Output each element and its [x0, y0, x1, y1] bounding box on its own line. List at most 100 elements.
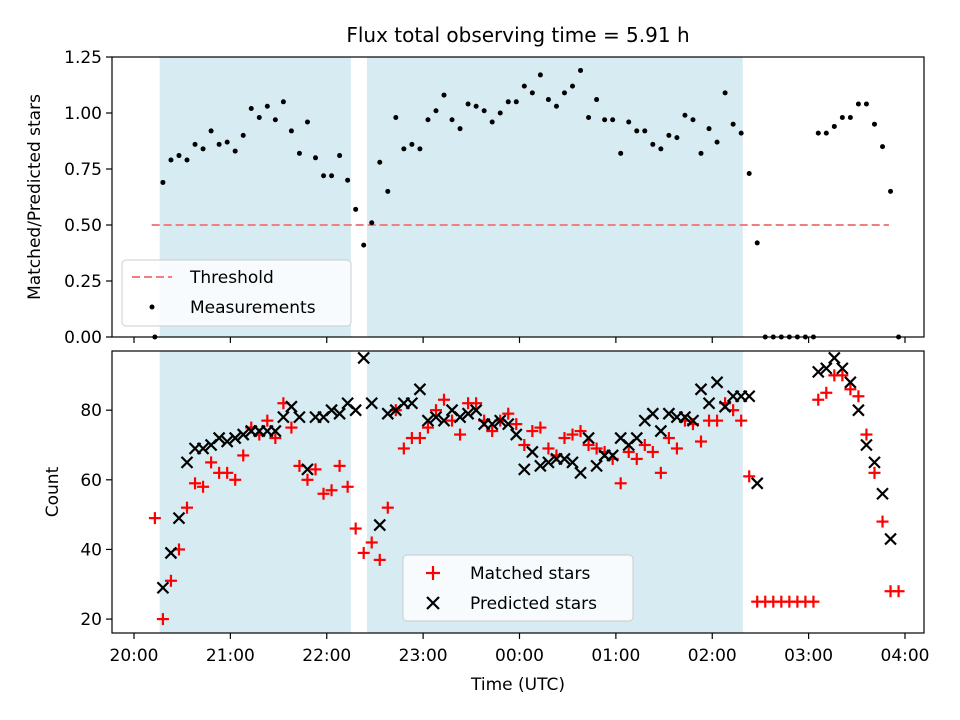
matched-star-point: [670, 442, 683, 455]
measurement-point: [489, 119, 495, 125]
measurement-point: [714, 139, 720, 145]
measurement-point: [401, 146, 407, 152]
matched-star-point: [285, 421, 298, 434]
matched-star-point: [876, 515, 889, 528]
x-tick-label: 04:00: [881, 646, 930, 666]
matched-star-point: [836, 369, 849, 382]
predicted-star-point: [365, 396, 379, 410]
matched-star-point: [590, 442, 603, 455]
matched-star-point: [357, 546, 370, 559]
matched-star-point: [261, 414, 274, 427]
matched-star-point: [325, 484, 338, 497]
measurement-point: [730, 121, 736, 127]
x-tick-label: 22:00: [302, 646, 351, 666]
chart-title: Flux total observing time = 5.91 h: [346, 23, 689, 47]
measurement-points: [152, 67, 902, 340]
matched-star-point: [470, 397, 483, 410]
measurement-point: [264, 103, 270, 109]
measurement-point: [521, 83, 527, 89]
bottom-panel: 20 40 60 80 20:00 21:00 22:00 23:00 00:00 01:00 0…: [43, 350, 930, 695]
predicted-star-point: [590, 459, 603, 473]
predicted-star-point: [606, 449, 619, 462]
y-tick-label: 80: [80, 401, 102, 421]
matched-star-point: [812, 393, 825, 406]
predicted-star-point: [820, 362, 833, 375]
measurement-point: [847, 114, 853, 120]
matched-legend-swatch: [426, 566, 440, 580]
y-tick-label: 1.00: [64, 104, 102, 124]
matched-star-point: [638, 439, 651, 451]
y-tick-label: 0.00: [64, 328, 102, 348]
measurement-point: [529, 90, 535, 96]
matched-star-point: [695, 435, 708, 448]
predicted-star-point: [180, 456, 194, 469]
measurement-point: [863, 101, 869, 107]
predicted-legend-label: Predicted stars: [470, 594, 597, 614]
matched-star-point: [807, 595, 820, 608]
measurement-point: [839, 114, 845, 120]
predicted-star-point: [164, 546, 178, 560]
measurement-point: [296, 150, 302, 156]
measurement-point: [497, 110, 503, 116]
matched-star-point: [189, 477, 202, 490]
bottom-y-ticks: 20 40 60 80: [80, 401, 112, 630]
matched-star-point: [820, 386, 833, 399]
y-tick-label: 60: [80, 471, 102, 491]
measurement-point: [361, 242, 367, 248]
predicted-star-point: [269, 424, 282, 438]
matched-star-point: [229, 473, 242, 486]
matched-star-point: [892, 585, 905, 598]
top-legend-box: [121, 259, 352, 327]
measurement-point: [722, 90, 728, 96]
measurement-point: [200, 146, 206, 152]
measurement-point: [570, 83, 576, 89]
measurement-point: [513, 99, 519, 105]
y-tick-label: 20: [80, 610, 102, 630]
top-legend: Threshold Measurements: [121, 259, 352, 327]
measurement-point: [888, 188, 894, 194]
measurement-point: [216, 141, 222, 147]
matched-star-point: [164, 574, 177, 587]
predicted-star-point: [510, 428, 523, 441]
measurements-legend-label: Measurements: [190, 298, 316, 318]
measurement-point: [831, 123, 837, 129]
measurement-point: [626, 119, 632, 125]
measurement-point: [594, 97, 600, 103]
matched-star-point: [341, 480, 354, 493]
matched-star-point: [421, 421, 434, 434]
predicted-star-point: [678, 410, 692, 424]
measurement-point: [385, 188, 391, 194]
predicted-star-point: [582, 431, 595, 445]
measurement-point: [674, 135, 680, 141]
predicted-star-point: [301, 463, 314, 476]
matched-star-point: [438, 393, 451, 406]
predicted-star-point: [828, 351, 841, 365]
predicted-legend-swatch: [426, 596, 440, 610]
x-tick-label: 02:00: [688, 646, 737, 666]
x-tick-label: 01:00: [591, 646, 640, 666]
predicted-star-point: [518, 463, 531, 476]
predicted-star-point: [710, 376, 724, 389]
predicted-star-point: [357, 351, 370, 365]
predicted-star-point: [293, 410, 306, 424]
matched-star-point: [413, 432, 426, 445]
measurements-legend-swatch: [149, 304, 155, 310]
predicted-star-point: [277, 410, 290, 424]
predicted-star-point: [437, 414, 451, 427]
predicted-star-point: [325, 403, 338, 417]
measurement-point: [658, 146, 664, 152]
predicted-star-point: [630, 431, 644, 445]
measurement-point: [666, 132, 672, 138]
measurement-point: [353, 206, 359, 212]
matched-star-point: [614, 477, 627, 490]
matched-star-point: [205, 456, 218, 469]
predicted-star-point: [373, 518, 387, 532]
measurement-point: [642, 128, 648, 134]
measurement-point: [417, 146, 423, 152]
predicted-star-point: [566, 456, 579, 469]
measurement-point: [192, 141, 198, 147]
y-tick-label: 40: [80, 540, 102, 560]
measurement-point: [754, 240, 760, 246]
measurement-point: [272, 117, 278, 123]
bottom-x-ticks: 20:00 21:00 22:00 23:00 00:00 01:00 02:00 03:00…: [110, 633, 930, 666]
